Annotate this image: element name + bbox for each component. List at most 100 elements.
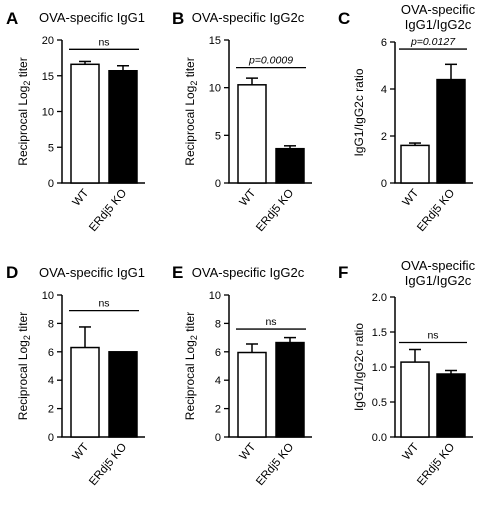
y-tick-label: 0.5	[372, 397, 387, 409]
y-axis-label: Reciprocal Log2 titer	[16, 57, 32, 165]
panel-letter: A	[6, 9, 18, 28]
y-tick-label: 1.5	[372, 327, 387, 339]
y-axis-label-part: titer	[16, 57, 30, 80]
panel-title-line: IgG1/IgG2c	[405, 273, 472, 288]
y-tick-label: 6	[381, 37, 387, 49]
y-tick-label: 4	[381, 84, 387, 96]
y-axis-label: IgG1/IgG2c ratio	[352, 68, 366, 156]
y-axis-label-part: titer	[16, 312, 30, 335]
y-tick-label: 0	[48, 178, 54, 190]
y-tick-label: 2	[48, 404, 54, 416]
y-axis-label-part: Reciprocal Log	[183, 340, 197, 420]
y-axis-label: Reciprocal Log2 titer	[16, 312, 32, 420]
panel-title: OVA-specific IgG2c	[192, 10, 305, 25]
y-tick-label: 0	[215, 432, 221, 444]
bar-wt	[70, 346, 100, 438]
bar-erdj5-ko	[275, 341, 305, 438]
panel-title: OVA-specific IgG2c	[192, 265, 305, 280]
category-label: ERdj5 KO	[254, 187, 296, 234]
y-axis-label-subscript: 2	[189, 335, 199, 340]
y-tick-label: 1.0	[372, 362, 387, 374]
panel-title: OVA-specific IgG1/IgG2c	[401, 2, 476, 32]
category-label: WT	[401, 441, 422, 462]
y-tick-label: 10	[42, 290, 54, 302]
y-tick-label: 0	[381, 178, 387, 190]
panel-letter: E	[172, 263, 183, 282]
y-axis-label: Reciprocal Log2 titer	[183, 57, 199, 165]
panel-title: OVA-specific IgG1	[39, 265, 145, 280]
panel-title: OVA-specific IgG1/IgG2c	[401, 258, 476, 288]
panel-title-line: OVA-specific	[401, 2, 476, 17]
y-tick-label: 5	[48, 142, 54, 154]
significance-label: ns	[427, 330, 438, 342]
significance-label: ns	[265, 316, 276, 328]
y-axis-label-part: Reciprocal Log	[16, 340, 30, 420]
y-tick-label: 5	[215, 130, 221, 142]
panel-title-line: IgG1/IgG2c	[405, 17, 472, 32]
bar-erdj5-ko	[108, 351, 138, 438]
bar-wt	[400, 144, 430, 184]
bar-erdj5-ko	[275, 147, 305, 184]
category-label: ERdj5 KO	[415, 187, 457, 234]
y-axis-label: IgG1/IgG2c ratio	[352, 323, 366, 411]
bar-erdj5-ko	[436, 373, 466, 438]
y-tick-label: 8	[48, 318, 54, 330]
y-tick-label: 2.0	[372, 292, 387, 304]
category-label: WT	[71, 441, 92, 462]
panel-letter: F	[338, 263, 348, 282]
y-axis-label-part: titer	[183, 57, 197, 80]
category-label: ERdj5 KO	[87, 441, 129, 488]
y-axis-label-part: titer	[183, 312, 197, 335]
significance-label: p=0.0009	[248, 55, 293, 67]
category-label: ERdj5 KO	[87, 187, 129, 234]
panel-a: A OVA-specific IgG1 Reciprocal Log2 titer 0…	[6, 9, 145, 234]
panel-c: C OVA-specific IgG1/IgG2c IgG1/IgG2c ratio 0…	[338, 2, 476, 234]
y-axis-label-part: Reciprocal Log	[16, 86, 30, 166]
bar-wt	[400, 361, 430, 438]
y-tick-label: 2	[381, 131, 387, 143]
category-label: ERdj5 KO	[254, 441, 296, 488]
bar-wt	[237, 351, 267, 438]
significance-label: p=0.0127	[410, 36, 456, 48]
category-label: WT	[238, 441, 259, 462]
y-tick-label: 20	[42, 35, 54, 47]
panel-letter: C	[338, 9, 350, 28]
category-label: WT	[401, 187, 422, 208]
y-axis-label-subscript: 2	[22, 335, 32, 340]
y-tick-label: 10	[42, 107, 54, 119]
y-tick-label: 0.0	[372, 432, 387, 444]
y-tick-label: 0	[215, 178, 221, 190]
y-tick-label: 6	[48, 347, 54, 359]
panel-letter: D	[6, 263, 18, 282]
y-axis-label-part: Reciprocal Log	[183, 86, 197, 166]
bar-wt	[70, 63, 100, 184]
panel-f: F OVA-specific IgG1/IgG2c IgG1/IgG2c ratio 0…	[338, 258, 476, 488]
bar-erdj5-ko	[436, 78, 466, 184]
significance-label: ns	[98, 36, 109, 48]
category-label: WT	[238, 187, 259, 208]
y-tick-label: 4	[48, 375, 54, 387]
panel-title-line: OVA-specific	[401, 258, 476, 273]
y-tick-label: 15	[42, 71, 54, 83]
panel-e: E OVA-specific IgG2c Reciprocal Log2 titer…	[172, 263, 312, 488]
y-tick-label: 6	[215, 347, 221, 359]
y-axis-label-subscript: 2	[189, 81, 199, 86]
bar-wt	[237, 84, 267, 184]
significance-label: ns	[98, 298, 109, 310]
y-tick-label: 10	[209, 290, 221, 302]
panel-b: B OVA-specific IgG2c Reciprocal Log2 titer…	[172, 9, 312, 234]
panel-title: OVA-specific IgG1	[39, 10, 145, 25]
y-tick-label: 8	[215, 318, 221, 330]
bar-erdj5-ko	[108, 69, 138, 184]
y-axis-label-subscript: 2	[22, 81, 32, 86]
y-axis-label: Reciprocal Log2 titer	[183, 312, 199, 420]
y-tick-label: 15	[209, 35, 221, 47]
panel-letter: B	[172, 9, 184, 28]
category-label: ERdj5 KO	[415, 441, 457, 488]
y-tick-label: 0	[48, 432, 54, 444]
category-label: WT	[71, 187, 92, 208]
y-tick-label: 10	[209, 83, 221, 95]
y-tick-label: 4	[215, 375, 221, 387]
